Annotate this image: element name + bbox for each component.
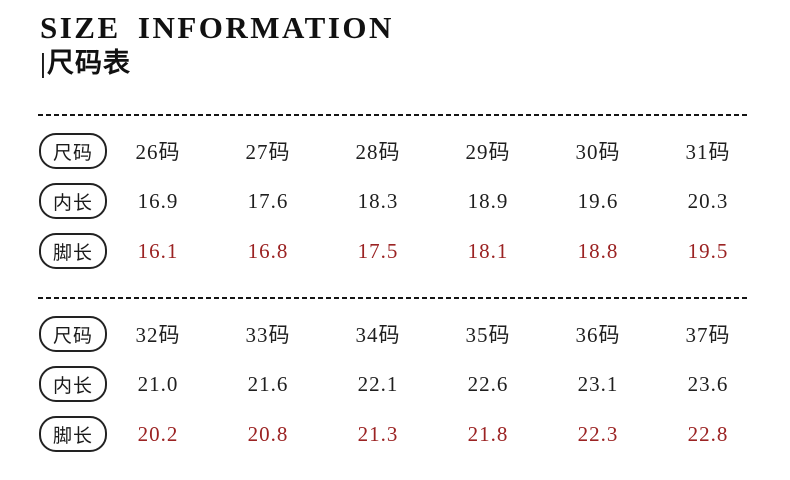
- dashed-divider: [38, 114, 750, 116]
- table-cell: 32码: [135, 323, 181, 347]
- table-cell: 16.8: [247, 238, 289, 263]
- table-cell: 22.3: [577, 421, 619, 446]
- size-chart-sections: 尺码 26码 27码 28码 29码 30码 31码内长 16.9 17.6 18.3 18.9 19…: [38, 114, 763, 480]
- table-row-foot-length: 脚长 16.1 16.8 17.5 18.1 18.8 19.5: [38, 226, 763, 276]
- row-label-cell: 脚长: [38, 233, 107, 269]
- table-cell: 22.6: [467, 371, 509, 396]
- dashed-divider: [38, 297, 750, 299]
- table-cell: 21.8: [467, 421, 509, 446]
- page-header: SIZE INFORMATION |尺码表: [40, 10, 394, 79]
- table-cell: 31码: [685, 140, 731, 164]
- row-label-badge-size: 尺码: [39, 133, 107, 169]
- row-label-cell: 内长: [38, 366, 107, 402]
- page-title: SIZE INFORMATION: [40, 10, 394, 45]
- table-cell: 21.3: [357, 421, 399, 446]
- table-row-inner-length: 内长 16.9 17.6 18.3 18.9 19.6 20.3: [38, 176, 763, 226]
- table-cell: 18.1: [467, 238, 509, 263]
- size-chart: 尺码 26码 27码 28码 29码 30码 31码内长 16.9 17.6 18.3 18.9 19…: [38, 114, 763, 480]
- table-cell: 23.1: [577, 371, 619, 396]
- row-label-cell: 内长: [38, 183, 107, 219]
- table-cell: 23.6: [687, 371, 729, 396]
- table-row-size: 尺码 26码 27码 28码 29码 30码 31码: [38, 126, 763, 176]
- row-values: 32码 33码 34码 35码 36码 37码: [103, 319, 763, 349]
- table-cell: 21.6: [247, 371, 289, 396]
- table-cell: 18.3: [357, 188, 399, 213]
- table-cell: 19.6: [577, 188, 619, 213]
- table-cell: 33码: [245, 323, 291, 347]
- table-cell: 17.5: [357, 238, 399, 263]
- table-cell: 18.8: [577, 238, 619, 263]
- row-values: 16.9 17.6 18.3 18.9 19.6 20.3: [103, 189, 763, 214]
- table-cell: 18.9: [467, 188, 509, 213]
- table-cell: 21.0: [137, 371, 179, 396]
- table-cell: 28码: [355, 140, 401, 164]
- table-cell: 29码: [465, 140, 511, 164]
- row-values: 16.1 16.8 17.5 18.1 18.8 19.5: [103, 239, 763, 264]
- table-cell: 17.6: [247, 188, 289, 213]
- table-row-size: 尺码 32码 33码 34码 35码 36码 37码: [38, 309, 763, 359]
- table-cell: 16.1: [137, 238, 179, 263]
- row-values: 21.0 21.6 22.1 22.6 23.1 23.6: [103, 372, 763, 397]
- table-cell: 37码: [685, 323, 731, 347]
- row-label-badge-inner-length: 内长: [39, 366, 107, 402]
- size-chart-section-1: 尺码 26码 27码 28码 29码 30码 31码内长 16.9 17.6 18.3 18.9 19…: [38, 116, 763, 297]
- row-label-cell: 尺码: [38, 316, 107, 352]
- table-cell: 36码: [575, 323, 621, 347]
- row-values: 20.2 20.8 21.3 21.8 22.3 22.8: [103, 422, 763, 447]
- table-cell: 16.9: [137, 188, 179, 213]
- table-cell: 27码: [245, 140, 291, 164]
- table-cell: 22.1: [357, 371, 399, 396]
- table-row-foot-length: 脚长 20.2 20.8 21.3 21.8 22.3 22.8: [38, 409, 763, 459]
- table-cell: 22.8: [687, 421, 729, 446]
- table-cell: 20.8: [247, 421, 289, 446]
- page-subtitle: |尺码表: [40, 47, 131, 78]
- row-label-cell: 尺码: [38, 133, 107, 169]
- table-row-inner-length: 内长 21.0 21.6 22.1 22.6 23.1 23.6: [38, 359, 763, 409]
- table-cell: 30码: [575, 140, 621, 164]
- row-label-cell: 脚长: [38, 416, 107, 452]
- size-chart-section-2: 尺码 32码 33码 34码 35码 36码 37码内长 21.0 21.6 22.1 22.6 23…: [38, 299, 763, 480]
- row-values: 26码 27码 28码 29码 30码 31码: [103, 136, 763, 166]
- table-cell: 20.3: [687, 188, 729, 213]
- row-label-badge-size: 尺码: [39, 316, 107, 352]
- table-cell: 20.2: [137, 421, 179, 446]
- table-cell: 35码: [465, 323, 511, 347]
- row-label-badge-inner-length: 内长: [39, 183, 107, 219]
- row-label-badge-foot-length: 脚长: [39, 416, 107, 452]
- table-cell: 26码: [135, 140, 181, 164]
- table-cell: 34码: [355, 323, 401, 347]
- table-cell: 19.5: [687, 238, 729, 263]
- row-label-badge-foot-length: 脚长: [39, 233, 107, 269]
